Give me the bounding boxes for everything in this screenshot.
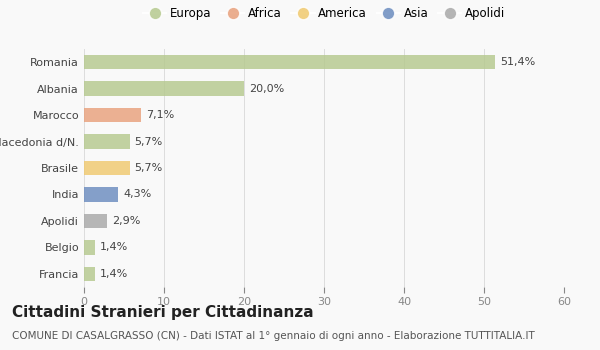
Text: 1,4%: 1,4% bbox=[100, 242, 128, 252]
Bar bbox=[84, 266, 95, 281]
Bar bbox=[84, 161, 130, 175]
Text: 7,1%: 7,1% bbox=[146, 110, 174, 120]
Bar bbox=[84, 55, 495, 70]
Text: 4,3%: 4,3% bbox=[123, 189, 151, 200]
Text: 5,7%: 5,7% bbox=[134, 136, 163, 147]
Bar bbox=[84, 108, 141, 122]
Text: 20,0%: 20,0% bbox=[249, 84, 284, 94]
Bar bbox=[84, 134, 130, 149]
Text: COMUNE DI CASALGRASSO (CN) - Dati ISTAT al 1° gennaio di ogni anno - Elaborazion: COMUNE DI CASALGRASSO (CN) - Dati ISTAT … bbox=[12, 331, 535, 341]
Bar bbox=[84, 82, 244, 96]
Legend: Europa, Africa, America, Asia, Apolidi: Europa, Africa, America, Asia, Apolidi bbox=[138, 2, 510, 25]
Text: 1,4%: 1,4% bbox=[100, 269, 128, 279]
Bar bbox=[84, 214, 107, 228]
Text: 5,7%: 5,7% bbox=[134, 163, 163, 173]
Text: 2,9%: 2,9% bbox=[112, 216, 140, 226]
Text: Cittadini Stranieri per Cittadinanza: Cittadini Stranieri per Cittadinanza bbox=[12, 304, 314, 320]
Bar bbox=[84, 187, 118, 202]
Text: 51,4%: 51,4% bbox=[500, 57, 535, 67]
Bar bbox=[84, 240, 95, 254]
